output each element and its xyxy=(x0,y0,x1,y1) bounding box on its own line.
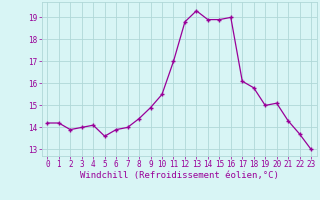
X-axis label: Windchill (Refroidissement éolien,°C): Windchill (Refroidissement éolien,°C) xyxy=(80,171,279,180)
